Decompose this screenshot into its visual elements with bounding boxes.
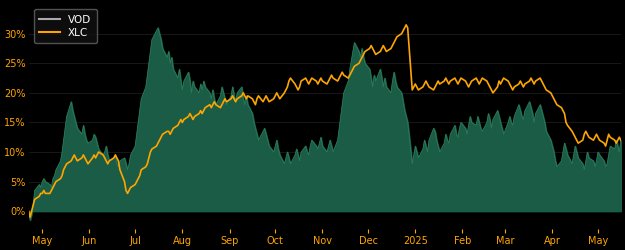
Legend: VOD, XLC: VOD, XLC	[34, 9, 97, 43]
